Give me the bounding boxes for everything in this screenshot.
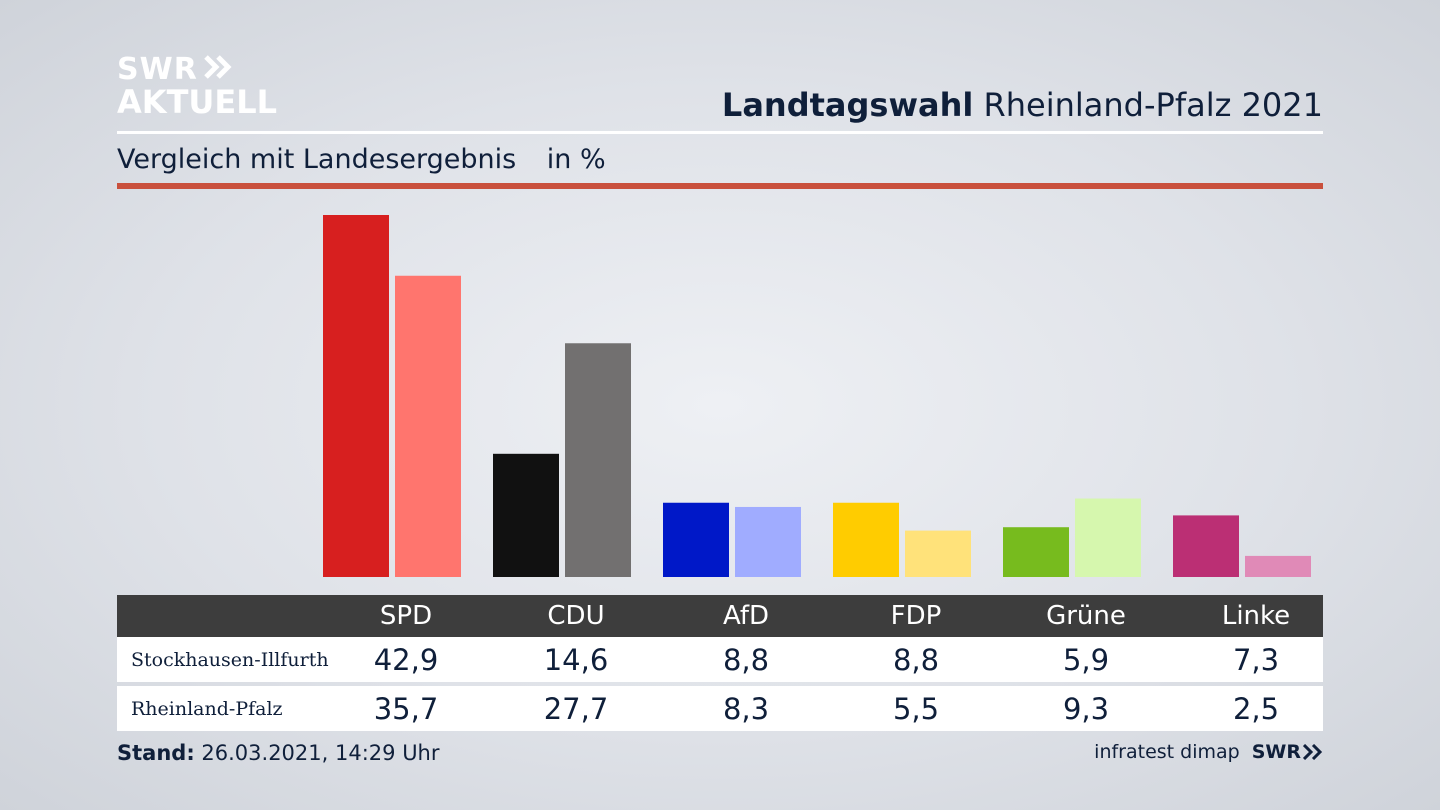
value-cell-spd: 35,7 [373,691,439,726]
accent-divider [117,183,1323,189]
row-label: Stockhausen-Illfurth [131,648,329,671]
bar-grne-series-1 [1075,498,1141,577]
column-header-afd: AfD [722,601,770,631]
logo-line1: SWR [117,52,198,87]
value-cell-cdu: 27,7 [543,691,609,726]
value-cell-spd: 42,9 [373,642,439,677]
bar-cdu-series-0 [493,453,559,577]
value-cell-fdp: 8,8 [892,642,940,677]
stand-label: Stand: [117,741,195,765]
unit-label: in % [546,144,606,175]
value-cell-linke: 2,5 [1232,691,1280,726]
value-cell-afd: 8,3 [722,691,770,726]
swr-aktuell-logo: SWR AKTUELL [117,52,278,121]
title-bold: Landtagswahl [721,86,974,124]
bar-chart [323,215,1311,577]
bar-grne-series-0 [1003,527,1069,577]
value-cell-cdu: 14,6 [543,642,609,677]
logo-line2: AKTUELL [117,83,278,121]
value-cell-afd: 8,8 [722,642,770,677]
value-cell-grne: 9,3 [1062,691,1110,726]
table-row: Stockhausen-Illfurth 42,9 14,6 8,8 8,8 5,9 7,… [117,637,1323,682]
column-header-linke: Linke [1221,601,1291,631]
bar-spd-series-1 [395,275,461,577]
source-credit: infratest dimap SWR [1094,741,1323,763]
value-cell-linke: 7,3 [1232,642,1280,677]
swr-brand: SWR [1252,741,1323,763]
source-text: infratest dimap [1094,741,1240,763]
column-header-grne: Grüne [1046,601,1126,631]
bar-linke-series-0 [1173,515,1239,577]
title-divider [117,131,1323,134]
table-row: Rheinland-Pfalz 35,7 27,7 8,3 5,5 9,3 2,5 [117,686,1323,731]
column-header-spd: SPD [379,601,433,631]
value-cell-grne: 5,9 [1062,642,1110,677]
page-title: Landtagswahl Rheinland-Pfalz 2021 [722,86,1323,124]
results-table: SPD CDU AfD FDP Grüne Linke Stockhausen-Illfu… [117,595,1323,731]
subtitle-text: Vergleich mit Landesergebnis [117,144,517,175]
table-header-row: SPD CDU AfD FDP Grüne Linke [117,595,1323,637]
column-header-cdu: CDU [547,601,605,631]
bar-afd-series-1 [735,506,801,577]
bar-cdu-series-1 [565,343,631,577]
bar-fdp-series-1 [905,530,971,577]
timestamp: Stand: 26.03.2021, 14:29 Uhr [117,741,440,765]
bar-spd-series-0 [323,215,389,577]
row-label: Rheinland-Pfalz [131,697,283,720]
brand-text: SWR [1251,741,1301,763]
chart-subtitle: Vergleich mit Landesergebnis in % [117,144,606,175]
bar-fdp-series-0 [833,502,899,577]
title-rest: Rheinland-Pfalz 2021 [983,86,1323,124]
double-chevron-icon [1303,744,1323,760]
stand-value: 26.03.2021, 14:29 Uhr [201,741,440,765]
value-cell-fdp: 5,5 [892,691,940,726]
column-header-fdp: FDP [890,601,942,631]
bar-afd-series-0 [663,502,729,577]
bar-linke-series-1 [1245,555,1311,577]
double-chevron-icon [204,54,232,86]
